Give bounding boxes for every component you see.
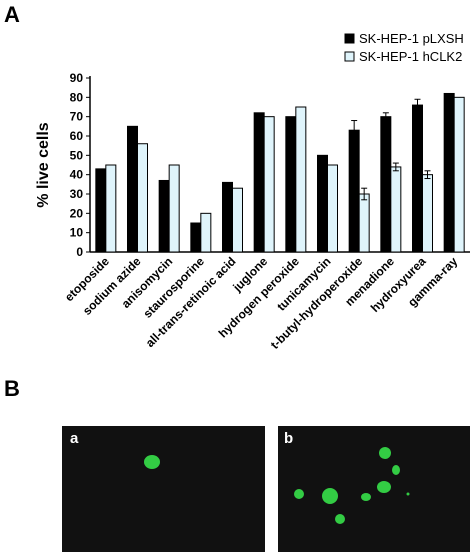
bar-pLXSH xyxy=(253,112,265,253)
y-axis-label: % live cells xyxy=(35,122,52,207)
y-tick-label: 30 xyxy=(70,187,84,201)
y-tick-label: 0 xyxy=(76,245,83,259)
bar-pLXSH xyxy=(190,222,202,253)
green-cell xyxy=(406,492,410,496)
bar-pLXSH xyxy=(95,168,107,253)
bar-hCLK2 xyxy=(232,187,243,253)
micrograph-a-label: a xyxy=(70,430,79,447)
micrograph-b-label: b xyxy=(284,430,293,447)
bar-hCLK2 xyxy=(105,164,117,253)
panel-a-label: A xyxy=(4,2,20,27)
green-cell xyxy=(379,447,391,459)
panel-b-label: B xyxy=(4,376,20,401)
y-tick-label: 70 xyxy=(70,110,84,124)
legend-label-pLXSH: SK-HEP-1 pLXSH xyxy=(359,31,464,46)
bar-hCLK2 xyxy=(263,116,275,253)
green-cell xyxy=(322,488,338,504)
bar-pLXSH xyxy=(348,129,360,253)
micrograph-a: a xyxy=(62,426,265,552)
y-tick-label: 10 xyxy=(70,226,84,240)
micrograph-b-background xyxy=(278,426,470,552)
green-cell xyxy=(361,493,371,501)
micrograph-a-background xyxy=(62,426,265,552)
y-tick-label: 20 xyxy=(70,206,84,220)
bar-pLXSH xyxy=(412,104,423,253)
bar-hCLK2 xyxy=(137,143,148,253)
bar-hCLK2 xyxy=(358,193,370,253)
legend-swatch-pLXSH xyxy=(344,33,355,44)
bar-hCLK2 xyxy=(422,174,433,253)
bar-hCLK2 xyxy=(168,164,180,253)
legend-swatch-hCLK2 xyxy=(344,51,355,62)
bar-pLXSH xyxy=(443,92,455,253)
green-cell xyxy=(144,455,160,469)
bar-pLXSH xyxy=(158,179,170,253)
bar-hCLK2 xyxy=(327,164,338,253)
y-tick-label: 90 xyxy=(70,71,84,85)
y-tick-label: 40 xyxy=(70,168,84,182)
bar-pLXSH xyxy=(127,125,138,253)
bar-hCLK2 xyxy=(390,166,402,253)
bar-pLXSH xyxy=(285,116,297,253)
bar-hCLK2 xyxy=(200,212,212,253)
green-cell xyxy=(377,481,391,493)
legend-label-hCLK2: SK-HEP-1 hCLK2 xyxy=(359,49,462,64)
bar-pLXSH xyxy=(380,116,392,253)
bar-pLXSH xyxy=(222,181,233,253)
green-cell xyxy=(392,465,400,475)
green-cell xyxy=(335,514,345,524)
legend: SK-HEP-1 pLXSH SK-HEP-1 hCLK2 xyxy=(344,31,464,64)
y-tick-label: 50 xyxy=(70,148,84,162)
micrograph-b: b xyxy=(278,426,470,552)
y-tick-label: 60 xyxy=(70,129,84,143)
bar-hCLK2 xyxy=(295,106,307,253)
green-cell xyxy=(294,489,304,499)
y-tick-label: 80 xyxy=(70,90,84,104)
bar-pLXSH xyxy=(317,154,328,253)
bar-hCLK2 xyxy=(453,96,465,253)
